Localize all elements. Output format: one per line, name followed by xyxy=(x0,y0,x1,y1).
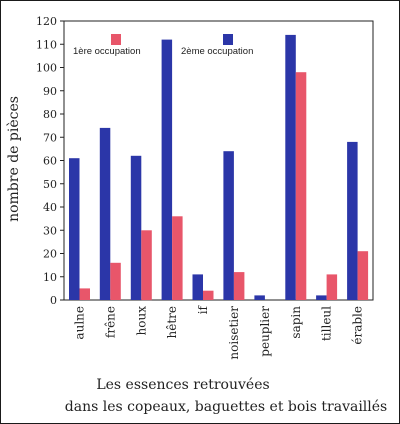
y-tick-label: 50 xyxy=(43,178,57,191)
legend-label: 1ère occupation xyxy=(73,46,141,57)
plot-area-border xyxy=(63,20,374,301)
bar xyxy=(347,141,358,300)
y-tick-label: 10 xyxy=(43,271,57,284)
x-tick-label: peuplier xyxy=(258,306,272,357)
bar xyxy=(130,155,142,300)
y-tick-label: 90 xyxy=(43,85,57,98)
x-tick-label: frêne xyxy=(103,306,117,338)
bars xyxy=(69,34,369,301)
y-tick-label: 70 xyxy=(43,131,57,144)
y-tick-label: 20 xyxy=(43,248,57,261)
y-tick-label: 100 xyxy=(36,62,57,75)
x-tick-label: tilleul xyxy=(320,306,334,341)
y-tick-label: 80 xyxy=(43,108,57,121)
y-tick-label: 60 xyxy=(43,155,57,168)
y-tick-label: 120 xyxy=(36,15,57,28)
legend-swatch xyxy=(223,34,233,45)
bar xyxy=(357,251,369,300)
bar xyxy=(326,274,338,300)
x-tick-label: érable xyxy=(351,306,365,345)
bar xyxy=(316,295,327,300)
x-tick-label: houx xyxy=(134,306,148,336)
x-tick-label: noisetier xyxy=(227,306,241,360)
bar xyxy=(172,216,183,300)
bar xyxy=(223,151,234,300)
x-category-labels: aulne frêne houx hêtre if noisetier peuplier sa… xyxy=(73,304,365,359)
bar xyxy=(69,158,80,300)
bar xyxy=(141,230,152,301)
legend-swatch xyxy=(111,34,121,45)
bar xyxy=(99,127,111,301)
y-tick-label: 40 xyxy=(43,201,57,214)
bar xyxy=(161,39,173,300)
bar xyxy=(285,34,296,301)
bar xyxy=(295,72,307,300)
y-tick-label: 110 xyxy=(36,38,57,51)
bar xyxy=(254,295,265,300)
x-axis-title-line1: Les essences retrouvées xyxy=(96,377,269,393)
x-tick-label: if xyxy=(196,304,210,314)
legend-label: 2ème occupation xyxy=(181,46,253,57)
bar xyxy=(233,272,245,300)
y-axis-label: nombre de pièces xyxy=(6,96,22,222)
axes xyxy=(63,20,374,301)
x-tick-label: hêtre xyxy=(165,306,179,339)
bar xyxy=(203,290,214,300)
bar xyxy=(192,274,203,300)
x-tick-label: sapin xyxy=(289,306,303,339)
x-axis-title-line2: dans les copeaux, baguettes et bois trav… xyxy=(65,399,387,415)
bar xyxy=(79,288,90,300)
y-tick-label: 30 xyxy=(43,224,57,237)
y-tick-label: 0 xyxy=(50,294,57,307)
bar xyxy=(110,262,121,300)
legend: 1ère occupation 2ème occupation xyxy=(73,34,253,57)
y-ticks: 0 10 20 30 40 50 60 70 80 90 100 110 120 xyxy=(36,15,64,307)
x-tick-label: aulne xyxy=(73,306,87,340)
